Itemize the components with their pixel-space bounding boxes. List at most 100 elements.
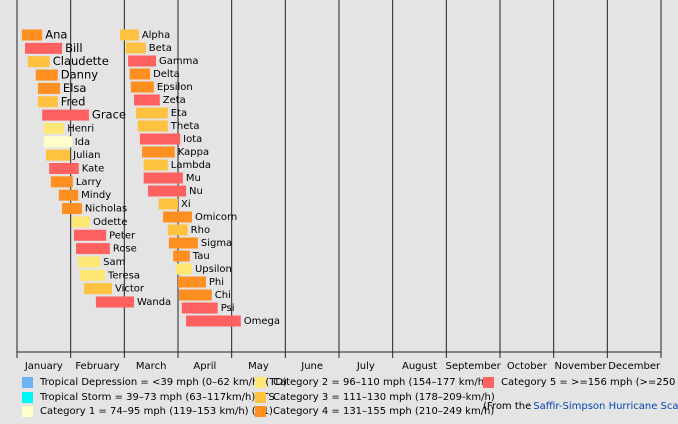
x-tick-label: November xyxy=(554,361,607,372)
storm-bar xyxy=(73,229,107,241)
storm-label: Rose xyxy=(113,244,137,255)
x-tick-label: September xyxy=(446,361,502,372)
storm-label: Sigma xyxy=(201,238,232,249)
storm-label: Danny xyxy=(61,68,98,82)
storm-label: Julian xyxy=(72,150,100,161)
storm-bar xyxy=(42,109,89,121)
storm-label: Rho xyxy=(191,225,210,236)
x-tick-label: March xyxy=(136,361,166,372)
x-tick-label: February xyxy=(75,361,119,372)
storm-bar xyxy=(120,29,139,41)
note-link[interactable]: Saffir-Simpson Hurricane Scale xyxy=(533,401,678,412)
storm-label: Fred xyxy=(61,94,86,108)
storm-label: Odette xyxy=(93,217,127,228)
storm-label: Epsilon xyxy=(157,82,193,93)
storm-bar xyxy=(143,172,183,184)
storm-label: Theta xyxy=(170,121,200,132)
legend-label: Category 5 = >=156 mph (>=250 km/h xyxy=(501,377,678,388)
legend-swatch xyxy=(255,392,266,403)
legend-label: Tropical Depression = <39 mph (0–62 km/h… xyxy=(39,377,287,388)
storm-bar xyxy=(133,94,160,106)
storm-bar xyxy=(71,216,90,228)
legend-label: Category 4 = 131–155 mph (210–249 km/h) xyxy=(273,406,494,417)
storm-bar xyxy=(143,159,168,171)
storm-bar xyxy=(162,211,192,223)
storm-bar xyxy=(27,56,50,68)
storm-label: Peter xyxy=(109,230,136,241)
storm-bar xyxy=(84,283,112,295)
storm-label: Mindy xyxy=(81,190,111,201)
x-tick-label: April xyxy=(193,361,216,372)
storm-label: Nu xyxy=(189,186,203,197)
storm-bar xyxy=(50,176,73,188)
storm-label: Upsilon xyxy=(195,264,232,275)
legend-swatch xyxy=(483,377,494,388)
storm-bar xyxy=(62,203,82,215)
storm-label: Teresa xyxy=(107,270,140,281)
storm-bar xyxy=(37,82,60,94)
storm-label: Alpha xyxy=(142,30,170,41)
storm-bar xyxy=(158,198,178,210)
storm-bar xyxy=(139,133,181,145)
storm-bar xyxy=(37,96,58,108)
storm-bar xyxy=(76,243,110,255)
storm-bar xyxy=(175,263,192,275)
storm-label: Omicorn xyxy=(195,212,237,223)
storm-label: Grace xyxy=(92,108,126,122)
legend-swatch xyxy=(22,377,33,388)
storm-bar xyxy=(95,296,134,308)
storm-bar xyxy=(45,149,71,161)
legend-swatch xyxy=(255,406,266,417)
legend-label: Category 1 = 74–95 mph (119–153 km/h) (C… xyxy=(40,406,273,417)
x-tick-label: July xyxy=(356,361,375,372)
legend-label: Tropical Storm = 39–73 mph (63–117km/h) … xyxy=(39,392,275,403)
storm-bar xyxy=(35,69,58,81)
storm-label: Wanda xyxy=(137,297,171,308)
storm-label: Delta xyxy=(153,69,180,80)
legend-swatch xyxy=(22,406,33,417)
storm-label: Phi xyxy=(209,277,224,288)
storm-label: Ida xyxy=(75,137,90,148)
storm-label: Nicholas xyxy=(85,204,127,215)
storm-label: Chi xyxy=(215,290,231,301)
storm-label: Beta xyxy=(149,43,172,54)
storm-bar xyxy=(130,81,154,93)
storm-label: Elsa xyxy=(63,81,87,95)
x-tick-label: August xyxy=(402,361,437,372)
storm-bar xyxy=(43,136,72,148)
legend-swatch xyxy=(255,377,266,388)
storm-label: Larry xyxy=(76,177,102,188)
storm-bar xyxy=(181,302,218,314)
storm-bar xyxy=(168,237,198,249)
storm-bar xyxy=(173,250,190,262)
storm-label: Ana xyxy=(45,28,67,42)
storm-label: Zeta xyxy=(163,95,186,106)
storm-label: Xi xyxy=(181,199,191,210)
storm-label: Lambda xyxy=(171,160,211,171)
storm-label: Eta xyxy=(171,108,187,119)
storm-label: Sam xyxy=(103,257,125,268)
storm-label: Victor xyxy=(115,284,145,295)
storm-label: Gamma xyxy=(159,56,199,67)
storm-label: Psi xyxy=(221,303,235,314)
x-tick-label: May xyxy=(248,361,269,372)
note-prefix: (From the xyxy=(483,401,531,412)
storm-bar xyxy=(129,68,151,80)
storm-bar xyxy=(49,163,79,174)
storm-label: Omega xyxy=(244,316,280,327)
storm-label: Kappa xyxy=(178,147,209,158)
storm-bar xyxy=(21,29,43,41)
storm-label: Tau xyxy=(192,251,210,262)
storm-bar xyxy=(167,224,188,236)
storm-label: Henri xyxy=(67,123,94,134)
storm-label: Iota xyxy=(183,134,202,145)
storm-label: Kate xyxy=(82,164,105,175)
storm-bar xyxy=(147,185,187,197)
x-tick-label: January xyxy=(24,361,63,372)
storm-bar xyxy=(142,146,175,158)
x-tick-label: June xyxy=(300,361,323,372)
storm-bar xyxy=(128,55,156,67)
storm-label: Bill xyxy=(65,41,82,55)
